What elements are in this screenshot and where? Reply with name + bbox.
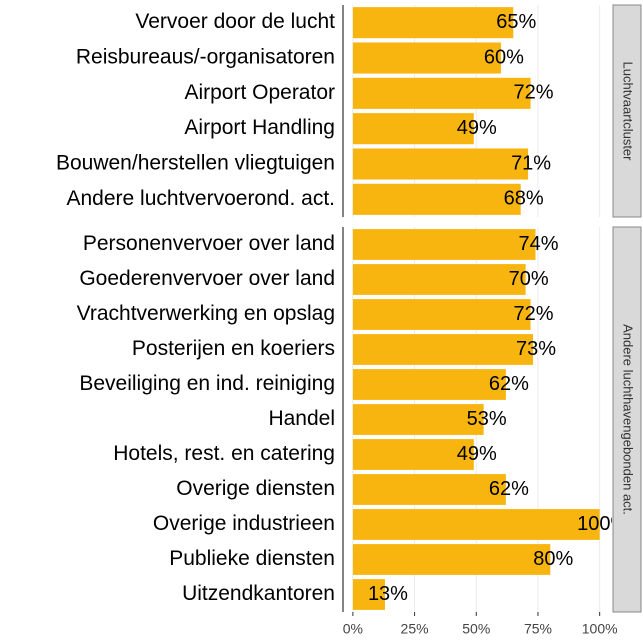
category-label: Vervoer door de lucht — [135, 10, 335, 33]
x-tick-label: 50% — [462, 621, 490, 637]
bar — [352, 474, 506, 505]
category-label: Airport Operator — [184, 81, 335, 104]
category-label: Beveiliging en ind. reiniging — [79, 372, 335, 395]
value-label: 53% — [467, 408, 507, 430]
bar — [352, 439, 474, 470]
value-label: 62% — [489, 478, 529, 500]
value-label: 65% — [496, 11, 536, 33]
x-tick-label: 25% — [401, 621, 429, 637]
bar — [352, 229, 536, 260]
bar — [352, 544, 551, 575]
strip — [612, 4, 642, 218]
strip-label: Andere luchthavengebonden act. — [621, 324, 636, 515]
category-label: Hotels, rest. en catering — [113, 442, 335, 465]
category-label: Goederenvervoer over land — [79, 267, 335, 290]
bar-group: 68% — [352, 183, 544, 215]
category-label: Reisbureaus/-organisatoren — [76, 46, 335, 69]
strip-label: Luchtvaartcluster — [621, 62, 636, 162]
value-label: 72% — [514, 303, 554, 325]
bar — [352, 42, 501, 74]
bar-group: 70% — [352, 264, 549, 295]
category-label: Overige diensten — [176, 477, 335, 500]
bar — [352, 579, 385, 610]
bar — [352, 7, 514, 39]
x-tick-label: 100% — [582, 621, 618, 637]
bar — [352, 113, 474, 145]
bar-group: 72% — [352, 299, 554, 330]
category-label: Handel — [268, 407, 335, 430]
category-label: Vrachtverwerking en opslag — [77, 302, 335, 325]
category-label: Uitzendkantoren — [182, 582, 335, 605]
value-label: 13% — [368, 583, 408, 605]
value-label: 80% — [533, 548, 573, 570]
x-tick-label: 0% — [343, 621, 363, 637]
bar-group: 49% — [352, 439, 497, 470]
value-label: 73% — [516, 338, 556, 360]
value-label: 71% — [511, 152, 551, 174]
category-label: Personenvervoer over land — [83, 232, 335, 255]
value-label: 72% — [514, 82, 554, 104]
bar — [352, 183, 521, 215]
value-label: 70% — [509, 268, 549, 290]
bar — [352, 404, 484, 435]
bar-group: 74% — [352, 229, 559, 260]
bar — [352, 334, 534, 365]
bar-group: 49% — [352, 113, 497, 145]
panel-background — [343, 5, 612, 217]
x-tick-label: 75% — [524, 621, 552, 637]
bar-group: 100% — [352, 509, 628, 540]
category-label: Overige industrieen — [153, 512, 335, 535]
category-label: Andere luchtvervoerond. act. — [67, 187, 336, 210]
category-label: Publieke diensten — [169, 547, 335, 570]
bar — [352, 77, 531, 109]
bar-group: 65% — [352, 7, 537, 39]
value-label: 49% — [457, 443, 497, 465]
bar-group: 53% — [352, 404, 507, 435]
bar-group: 13% — [352, 579, 408, 610]
bar — [352, 369, 506, 400]
bar — [352, 509, 600, 540]
bar-group: 62% — [352, 474, 529, 505]
value-label: 74% — [518, 233, 558, 255]
value-label: 60% — [484, 46, 524, 68]
value-label: 49% — [457, 117, 497, 139]
category-label: Bouwen/herstellen vliegtuigen — [56, 152, 335, 175]
strip — [612, 226, 642, 613]
value-label: 68% — [504, 188, 544, 210]
bar — [352, 148, 529, 180]
bar-group: 62% — [352, 369, 529, 400]
value-label: 100% — [577, 513, 628, 535]
value-label: 62% — [489, 373, 529, 395]
category-label: Posterijen en koeriers — [132, 337, 335, 360]
bar — [352, 264, 526, 295]
bar-group: 71% — [352, 148, 551, 180]
bar-group: 73% — [352, 334, 556, 365]
bar-group: 80% — [352, 544, 574, 575]
bar — [352, 299, 531, 330]
category-label: Airport Handling — [184, 116, 335, 139]
bar-group: 72% — [352, 77, 554, 109]
bar-group: 60% — [352, 42, 524, 74]
